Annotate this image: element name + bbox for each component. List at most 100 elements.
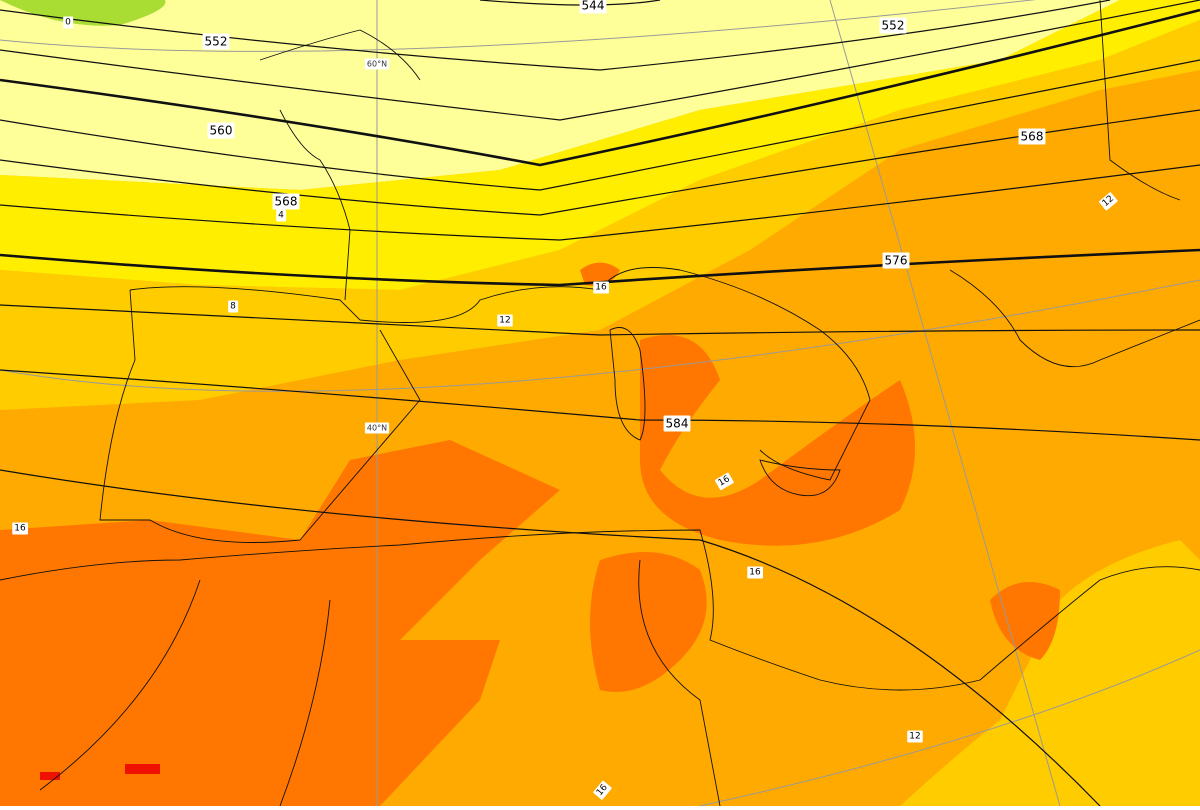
contour-label: 552: [879, 17, 907, 34]
deep-orange-area: [0, 440, 560, 806]
contour-label-text: 568: [1021, 130, 1044, 144]
contour-label: 552: [202, 33, 230, 50]
temperature-label-text: 8: [230, 302, 236, 312]
temperature-label: 16: [12, 522, 28, 535]
contour-label-box: [202, 33, 230, 50]
latitude-label-box: [364, 422, 390, 434]
contour-label-text: 584: [666, 417, 689, 431]
temperature-label-box: [497, 314, 513, 327]
contour-line: [0, 0, 1200, 121]
red-spot: [40, 772, 60, 780]
contour-label-text: 576: [885, 254, 908, 268]
contour-label: 568: [272, 193, 300, 210]
contour-label-box: [272, 193, 300, 210]
contour-label-text: 552: [205, 35, 228, 49]
latitude-label-text: 40°N: [367, 424, 387, 433]
contour-line: [0, 109, 1200, 216]
temperature-label: 16: [593, 281, 609, 294]
yellow-area: [0, 0, 1200, 290]
latitude-label: 40°N: [364, 422, 390, 434]
coastline: [279, 109, 351, 301]
contour-line: [0, 304, 1200, 336]
temperature-label-box: [747, 566, 763, 579]
temperature-label-box: [63, 16, 74, 29]
deep-orange-area: [590, 552, 707, 692]
temperature-label: 16: [714, 472, 734, 491]
latitude-label: 60°N: [364, 58, 390, 70]
contour-label: 544: [579, 0, 607, 14]
contour-label-text: 552: [882, 19, 905, 33]
island: [759, 459, 841, 497]
deep-orange-area: [990, 582, 1060, 660]
contour-label-text: 560: [210, 124, 233, 138]
contour-label: 568: [1018, 128, 1046, 145]
contour-line: [0, 164, 1200, 241]
latitude-label-text: 60°N: [367, 60, 387, 69]
contour-line: [0, 248, 1200, 287]
coastline: [0, 529, 1200, 691]
contour-label-text: 568: [275, 195, 298, 209]
contour-line: [0, 59, 1200, 191]
temperature-label-box: [276, 209, 287, 222]
temperature-label: 0: [63, 16, 74, 29]
parallel: [699, 649, 1200, 807]
pale-yellow-area: [0, 0, 1120, 190]
contour-label: 560: [207, 122, 235, 139]
contour-line: [0, 469, 1101, 807]
contour-label-box: [207, 122, 235, 139]
temperature-label: 8: [228, 300, 239, 313]
meridian: [829, 0, 1061, 807]
parallel: [0, 0, 1036, 52]
border: [638, 559, 721, 807]
border: [279, 599, 331, 807]
border: [1099, 0, 1181, 201]
contour-label: 576: [882, 252, 910, 269]
temperature-label: 12: [907, 730, 923, 743]
coastline: [99, 289, 421, 543]
contour-label: 584: [663, 415, 691, 432]
temperature-label-text: 16: [749, 568, 761, 578]
temperature-label-box: [228, 300, 239, 313]
parallel: [0, 279, 1200, 392]
temperature-label-text: 12: [909, 732, 920, 742]
latitude-label-box: [364, 58, 390, 70]
temperature-label-text: 12: [499, 316, 510, 326]
contour-line: [0, 8, 1200, 167]
temperature-label-text: 4: [278, 211, 284, 221]
green-area: [0, 0, 166, 26]
coastline: [259, 29, 421, 81]
contour-label-box: [1018, 128, 1046, 145]
temperature-label: 16: [747, 566, 763, 579]
temperature-label: 4: [276, 209, 287, 222]
deep-orange-area: [580, 262, 620, 286]
contour-label-box: [663, 415, 691, 432]
temperature-label: 12: [1098, 192, 1118, 211]
contour-label-text: 544: [582, 0, 605, 13]
contour-line: [0, 0, 1111, 71]
contour-label-box: [579, 0, 607, 14]
deep-orange-area: [640, 335, 915, 546]
temperature-label: 16: [593, 780, 612, 800]
temperature-label-box: [1098, 192, 1118, 211]
contour-label-box: [882, 252, 910, 269]
temperature-label-box: [714, 472, 734, 491]
labels: 544 552 552 560 568 568 576 584 0 4 8 12 16 12 16 16 16 1…: [12, 0, 1118, 800]
contour-label-box: [879, 17, 907, 34]
temperature-label-text: 16: [14, 524, 26, 534]
temperature-label-box: [907, 730, 923, 743]
temperature-label-box: [593, 780, 612, 800]
coastline: [129, 267, 871, 481]
light-orange-area: [900, 540, 1200, 806]
island: [609, 327, 646, 441]
red-spot: [125, 764, 160, 774]
temperature-label-text: 16: [595, 283, 607, 293]
temperature-label-box: [593, 281, 609, 294]
contour-line: [0, 369, 1200, 441]
temperature-label: 12: [497, 314, 513, 327]
temperature-label-box: [12, 522, 28, 535]
border: [39, 579, 201, 791]
